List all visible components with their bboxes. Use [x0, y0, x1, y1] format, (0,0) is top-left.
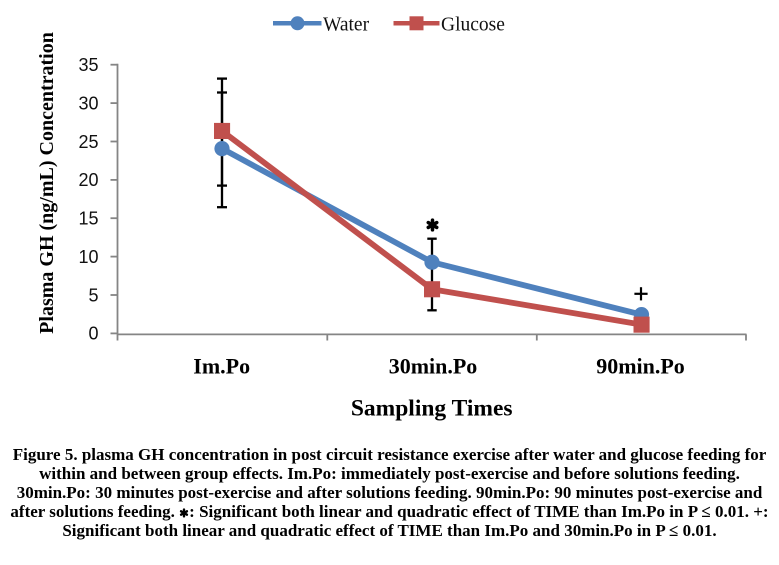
svg-text:Water: Water — [323, 15, 370, 36]
svg-text:0: 0 — [88, 324, 98, 344]
svg-text:15: 15 — [78, 209, 98, 229]
svg-text:Im.Po: Im.Po — [193, 354, 250, 379]
svg-text:35: 35 — [78, 55, 98, 75]
svg-text:30min.Po: 30min.Po — [389, 354, 478, 379]
svg-text:Plasma GH (ng/mL) Concentratio: Plasma GH (ng/mL) Concentration — [36, 32, 58, 334]
svg-text:30: 30 — [78, 93, 98, 113]
svg-text:20: 20 — [78, 170, 98, 190]
svg-text:Glucose: Glucose — [441, 15, 505, 36]
svg-text:5: 5 — [88, 285, 98, 305]
svg-text:10: 10 — [78, 247, 98, 267]
svg-text:90min.Po: 90min.Po — [596, 354, 685, 379]
svg-text:25: 25 — [78, 132, 98, 152]
svg-text:Sampling Times: Sampling Times — [351, 395, 513, 421]
